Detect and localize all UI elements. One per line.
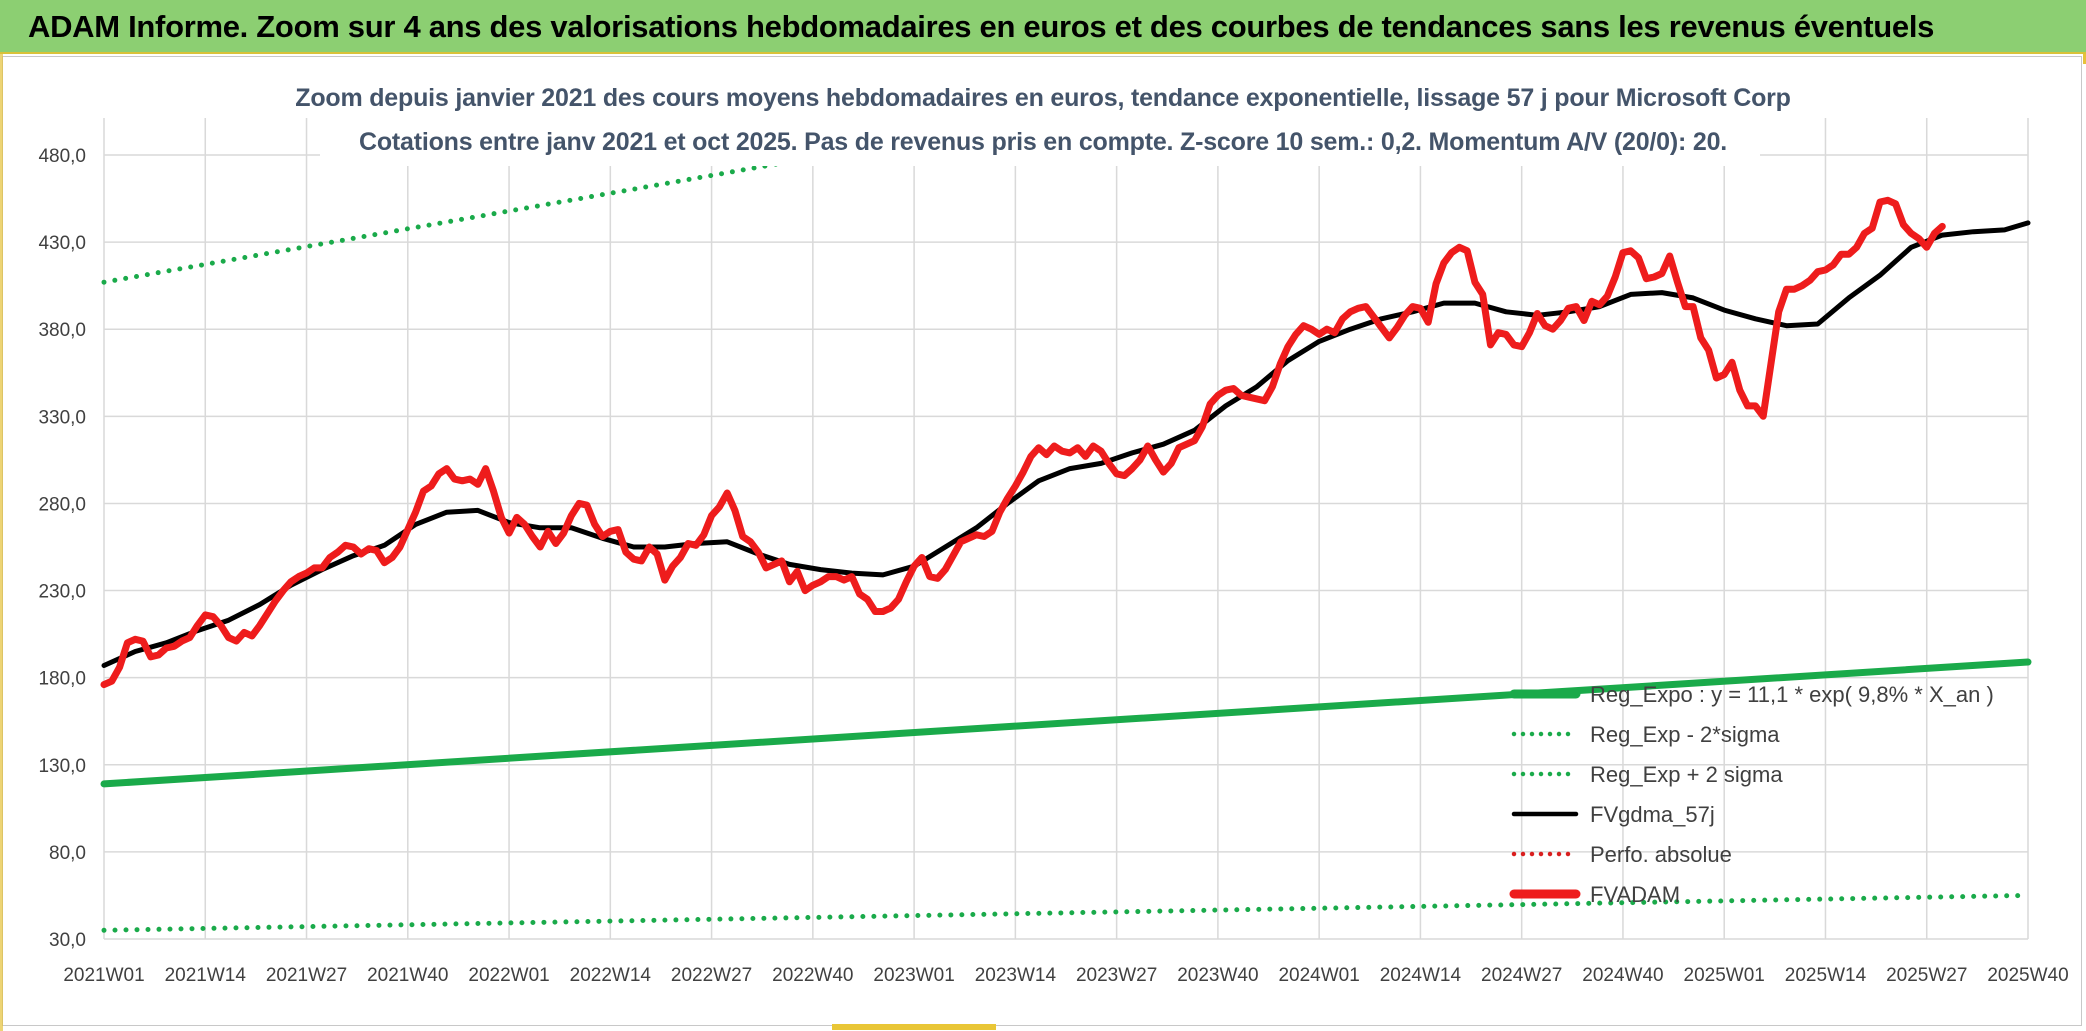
x-tick-label: 2021W01 [63, 965, 144, 986]
x-tick-label: 2025W27 [1886, 965, 1967, 986]
x-tick-label: 2024W27 [1481, 965, 1562, 986]
legend-item: Reg_Exp - 2*sigma [1511, 722, 1780, 747]
subtitle-background [320, 80, 1760, 166]
legend-label: Reg_Exp + 2 sigma [1590, 762, 1783, 787]
y-tick-label: 430,0 [38, 233, 86, 254]
x-tick-label: 2023W01 [873, 965, 954, 986]
y-axis-ticks: 30,0 80,0 130,0 180,0 230,0 280,0 330,0 380,0 43… [38, 146, 86, 951]
x-tick-label: 2022W01 [468, 965, 549, 986]
y-tick-label: 130,0 [38, 756, 86, 777]
y-tick-label: 380,0 [38, 320, 86, 341]
x-tick-label: 2021W40 [367, 965, 448, 986]
legend-item: Reg_Expo : y = 11,1 * exp( 9,8% * X_an ) [1509, 682, 1994, 707]
chart-legend: Reg_Expo : y = 11,1 * exp( 9,8% * X_an )… [1509, 682, 1994, 907]
y-tick-label: 480,0 [38, 146, 86, 167]
x-tick-label: 2024W40 [1582, 965, 1663, 986]
legend-item: Perfo. absolue [1511, 842, 1732, 867]
legend-label: Perfo. absolue [1590, 842, 1732, 867]
x-tick-label: 2025W40 [1987, 965, 2068, 986]
x-tick-label: 2022W40 [772, 965, 853, 986]
x-tick-label: 2022W27 [671, 965, 752, 986]
x-tick-label: 2023W40 [1177, 965, 1258, 986]
legend-label: FVgdma_57j [1590, 802, 1715, 827]
right-edge-accent [2083, 54, 2086, 64]
x-tick-label: 2023W27 [1076, 965, 1157, 986]
series-fvadam [100, 196, 1946, 689]
bottom-accent-bar [832, 1024, 996, 1030]
y-tick-label: 230,0 [38, 582, 86, 603]
x-tick-label: 2021W27 [266, 965, 347, 986]
y-tick-label: 280,0 [38, 494, 86, 515]
title-banner: ADAM Informe. Zoom sur 4 ans des valoris… [0, 0, 2086, 54]
x-tick-label: 2021W14 [165, 965, 247, 986]
legend-label: FVADAM [1590, 882, 1680, 907]
series-reg-exp-minus-2sigma [101, 892, 2031, 933]
x-tick-label: 2022W14 [570, 965, 652, 986]
chart-subtitle: Cotations entre janv 2021 et oct 2025. P… [358, 128, 1728, 156]
series-fvgdma-57j [101, 220, 2031, 668]
legend-label: Reg_Exp - 2*sigma [1590, 722, 1780, 747]
y-tick-label: 80,0 [49, 843, 86, 864]
x-tick-label: 2024W01 [1278, 965, 1359, 986]
legend-label: Reg_Expo : y = 11,1 * exp( 9,8% * X_an ) [1590, 682, 1994, 707]
left-edge-accent [0, 54, 3, 1031]
x-tick-label: 2025W01 [1684, 965, 1765, 986]
legend-item: FVgdma_57j [1511, 802, 1715, 827]
y-tick-label: 180,0 [38, 669, 86, 690]
x-axis-ticks: 2021W01 2021W14 2021W27 2021W40 2022W01 2022W… [63, 965, 2068, 986]
x-tick-label: 2023W14 [975, 965, 1057, 986]
y-tick-label: 330,0 [38, 407, 86, 428]
x-tick-label: 2024W14 [1380, 965, 1462, 986]
legend-item: FVADAM [1509, 882, 1680, 907]
report-title: ADAM Informe. Zoom sur 4 ans des valoris… [28, 9, 1935, 44]
chart-grid [103, 118, 2029, 940]
chart-title: Zoom depuis janvier 2021 des cours moyen… [295, 84, 1791, 112]
series-reg-expo [100, 658, 2032, 788]
y-tick-label: 30,0 [49, 930, 86, 951]
chart-series [100, 110, 2032, 933]
legend-item: Reg_Exp + 2 sigma [1511, 762, 1783, 787]
x-tick-label: 2025W14 [1785, 965, 1867, 986]
